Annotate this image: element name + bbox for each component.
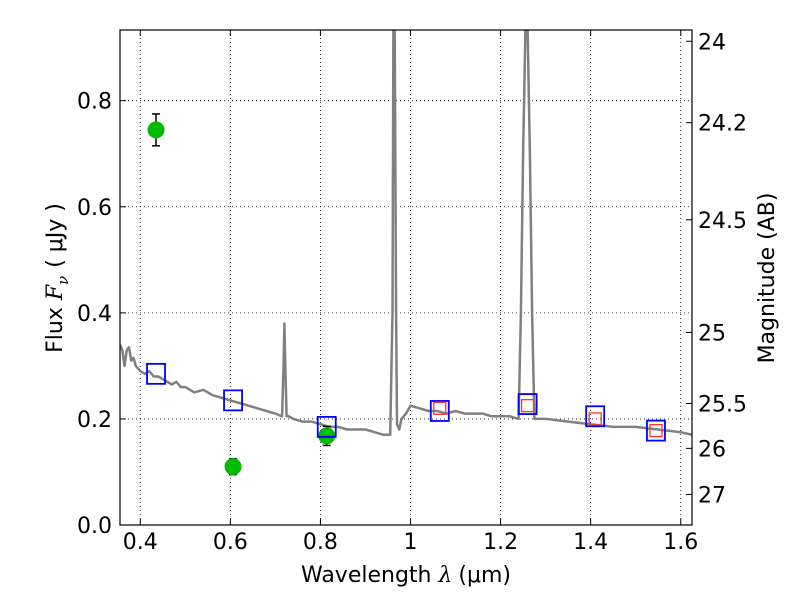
- y2-axis-label: Magnitude (AB): [755, 193, 780, 364]
- x-tick-label: 1.4: [573, 530, 608, 555]
- x-tick-label: 0.4: [123, 530, 158, 555]
- x-tick-label: 1.6: [663, 530, 698, 555]
- x-tick-label: 0.6: [213, 530, 248, 555]
- model-flux-square: [517, 393, 538, 415]
- x-tick-label: 0.8: [303, 530, 338, 555]
- y2-tick-label: 25.5: [698, 392, 747, 417]
- y2-tick-label: 25: [698, 321, 726, 346]
- model-flux-square: [223, 389, 243, 412]
- y2-tick-label: 27: [698, 483, 726, 508]
- y-tick-label: 0.2: [77, 408, 112, 433]
- ir-flux-square: [520, 399, 535, 413]
- observed-flux-point: [224, 458, 242, 476]
- y2-tick-label: 24.5: [698, 209, 747, 234]
- y2-tick-label: 24: [698, 30, 726, 55]
- model-flux-square: [146, 362, 166, 385]
- spectrum-line: [120, 30, 692, 437]
- x-tick-label: 1.2: [483, 530, 518, 555]
- axes: 0.4 0.6 0.8 1 1.2 1.4 1.6 0.0 0.2 0.4 0.6 0.8 24 24.2…: [77, 29, 747, 555]
- y2-tick-label: 26: [698, 437, 726, 462]
- x-axis-label: Wavelength λ (μm): [301, 563, 511, 588]
- model-flux-square: [585, 405, 606, 428]
- y-tick-label: 0.6: [77, 196, 112, 221]
- grid-lines: [120, 30, 692, 525]
- ir-flux-square: [649, 423, 663, 438]
- y-tick-label: 0.4: [77, 302, 112, 327]
- observed-flux-point: [147, 121, 165, 139]
- y2-tick-label: 24.2: [698, 112, 747, 137]
- x-tick-label: 1: [404, 530, 418, 555]
- observed-flux-point: [318, 427, 336, 445]
- model-flux-square: [646, 419, 666, 442]
- y-axis-label: Flux Fν( μJy ): [43, 203, 72, 353]
- model-flux-square: [316, 415, 337, 438]
- ir-flux-square: [588, 412, 602, 426]
- y-tick-label: 0.0: [77, 514, 112, 539]
- axis-labels: Wavelength λ (μm) Flux Fν( μJy ) Magnitud…: [43, 193, 780, 588]
- model-flux-square: [429, 400, 450, 422]
- plot-area: [120, 30, 692, 476]
- ir-flux-square: [433, 401, 447, 415]
- axes-frame: [119, 29, 693, 526]
- y-tick-label: 0.8: [77, 90, 112, 115]
